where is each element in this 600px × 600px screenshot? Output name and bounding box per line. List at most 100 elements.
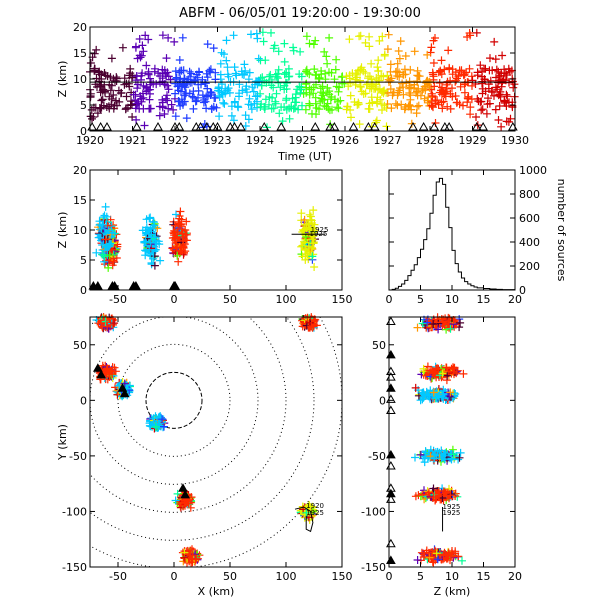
x-tick-label: 100 [276, 570, 297, 583]
vhf-source-point [182, 217, 191, 226]
x-tick-label: 50 [223, 570, 237, 583]
vhf-source-point [309, 40, 318, 49]
vhf-source-point [496, 71, 505, 80]
x-tick-label: 1920 [76, 134, 104, 147]
vhf-source-point [415, 72, 424, 81]
vhf-source-point [448, 65, 457, 74]
vhf-source-point [476, 61, 485, 70]
vhf-source-point [163, 91, 171, 100]
vhf-source-point [307, 85, 316, 94]
vhf-source-point [267, 81, 276, 90]
x-tick-label: 5 [417, 293, 424, 306]
track-label-end: 1925 [443, 509, 461, 517]
vhf-source-point [141, 31, 150, 40]
vhf-source-point [302, 83, 311, 92]
vhf-source-point [405, 89, 414, 97]
vhf-source-point [400, 105, 409, 113]
y-tick-label: 0 [80, 394, 87, 407]
vhf-source-point [225, 88, 234, 97]
vhf-source-point [160, 110, 169, 118]
vhf-source-point [399, 70, 408, 79]
vhf-source-point [131, 96, 140, 104]
vhf-source-point [88, 114, 96, 123]
x-tick-label: 0 [171, 570, 178, 583]
vhf-source-point [412, 88, 420, 97]
vhf-source-point [378, 106, 386, 114]
vhf-source-point [265, 100, 273, 109]
vhf-source-point [493, 85, 502, 94]
vhf-source-point [305, 225, 314, 234]
vhf-source-point [262, 78, 271, 87]
station-marker [102, 121, 112, 131]
x-tick-label: -50 [109, 293, 127, 306]
vhf-source-point [406, 101, 415, 110]
vhf-source-point [458, 556, 466, 565]
vhf-source-point [372, 116, 381, 125]
vhf-source-point [506, 114, 515, 123]
vhf-source-point [298, 252, 307, 261]
vhf-source-point [110, 101, 119, 110]
vhf-source-point [237, 67, 246, 76]
vhf-source-point [122, 92, 131, 101]
y-tick-label: 0 [379, 394, 386, 407]
y-tick-label: 1000 [519, 164, 547, 177]
vhf-source-point [247, 101, 255, 109]
station-marker [95, 121, 106, 131]
station-marker [195, 121, 206, 131]
vhf-source-point [431, 96, 440, 105]
vhf-source-point [241, 111, 250, 120]
vhf-source-point [230, 63, 239, 72]
vhf-source-point [97, 96, 106, 105]
station-marker [131, 121, 142, 131]
vhf-source-point [468, 81, 476, 90]
vhf-source-point [439, 88, 448, 97]
vhf-source-point [191, 555, 200, 564]
vhf-source-point [164, 85, 173, 94]
vhf-source-point [252, 29, 261, 38]
vhf-source-point [103, 364, 112, 373]
vhf-source-point [171, 243, 180, 252]
x-tick-label: 1926 [331, 134, 359, 147]
vhf-source-point [247, 105, 256, 114]
station-marker [369, 121, 380, 131]
vhf-source-point [241, 85, 250, 94]
station-marker [418, 121, 429, 131]
station-marker [478, 121, 488, 131]
vhf-source-point [187, 69, 196, 78]
vhf-source-point [502, 102, 511, 110]
vhf-source-point [275, 109, 284, 118]
vhf-source-point [121, 105, 130, 114]
vhf-source-point [104, 226, 113, 235]
vhf-source-point [120, 379, 129, 388]
vhf-source-point [285, 114, 294, 123]
vhf-source-point [171, 233, 180, 242]
vhf-source-point [305, 101, 314, 110]
vhf-source-point [340, 79, 349, 88]
x-height-ticks: -50 0 50 100 150 0 5 10 15 20 [73, 164, 353, 306]
vhf-source-point [284, 64, 293, 73]
vhf-source-point [202, 69, 211, 78]
vhf-source-point [260, 103, 269, 111]
vhf-source-point [92, 45, 101, 54]
vhf-source-point [308, 235, 317, 244]
vhf-source-point [259, 37, 268, 46]
vhf-source-point [343, 102, 352, 111]
x-tick-label: -50 [109, 570, 127, 583]
vhf-source-point [296, 47, 305, 56]
vhf-source-point [222, 36, 231, 45]
vhf-source-point [202, 92, 211, 101]
y-tick-label: 400 [519, 236, 540, 249]
vhf-source-point [437, 98, 446, 107]
vhf-source-point [150, 64, 159, 73]
vhf-source-point [274, 69, 282, 78]
vhf-source-point [271, 99, 280, 108]
x-tick-label: 1930 [501, 134, 529, 147]
y-tick-label: -50 [69, 450, 87, 463]
station-marker [429, 121, 440, 131]
vhf-source-point [501, 76, 510, 85]
vhf-source-point [418, 86, 427, 95]
vhf-source-point [465, 64, 474, 73]
